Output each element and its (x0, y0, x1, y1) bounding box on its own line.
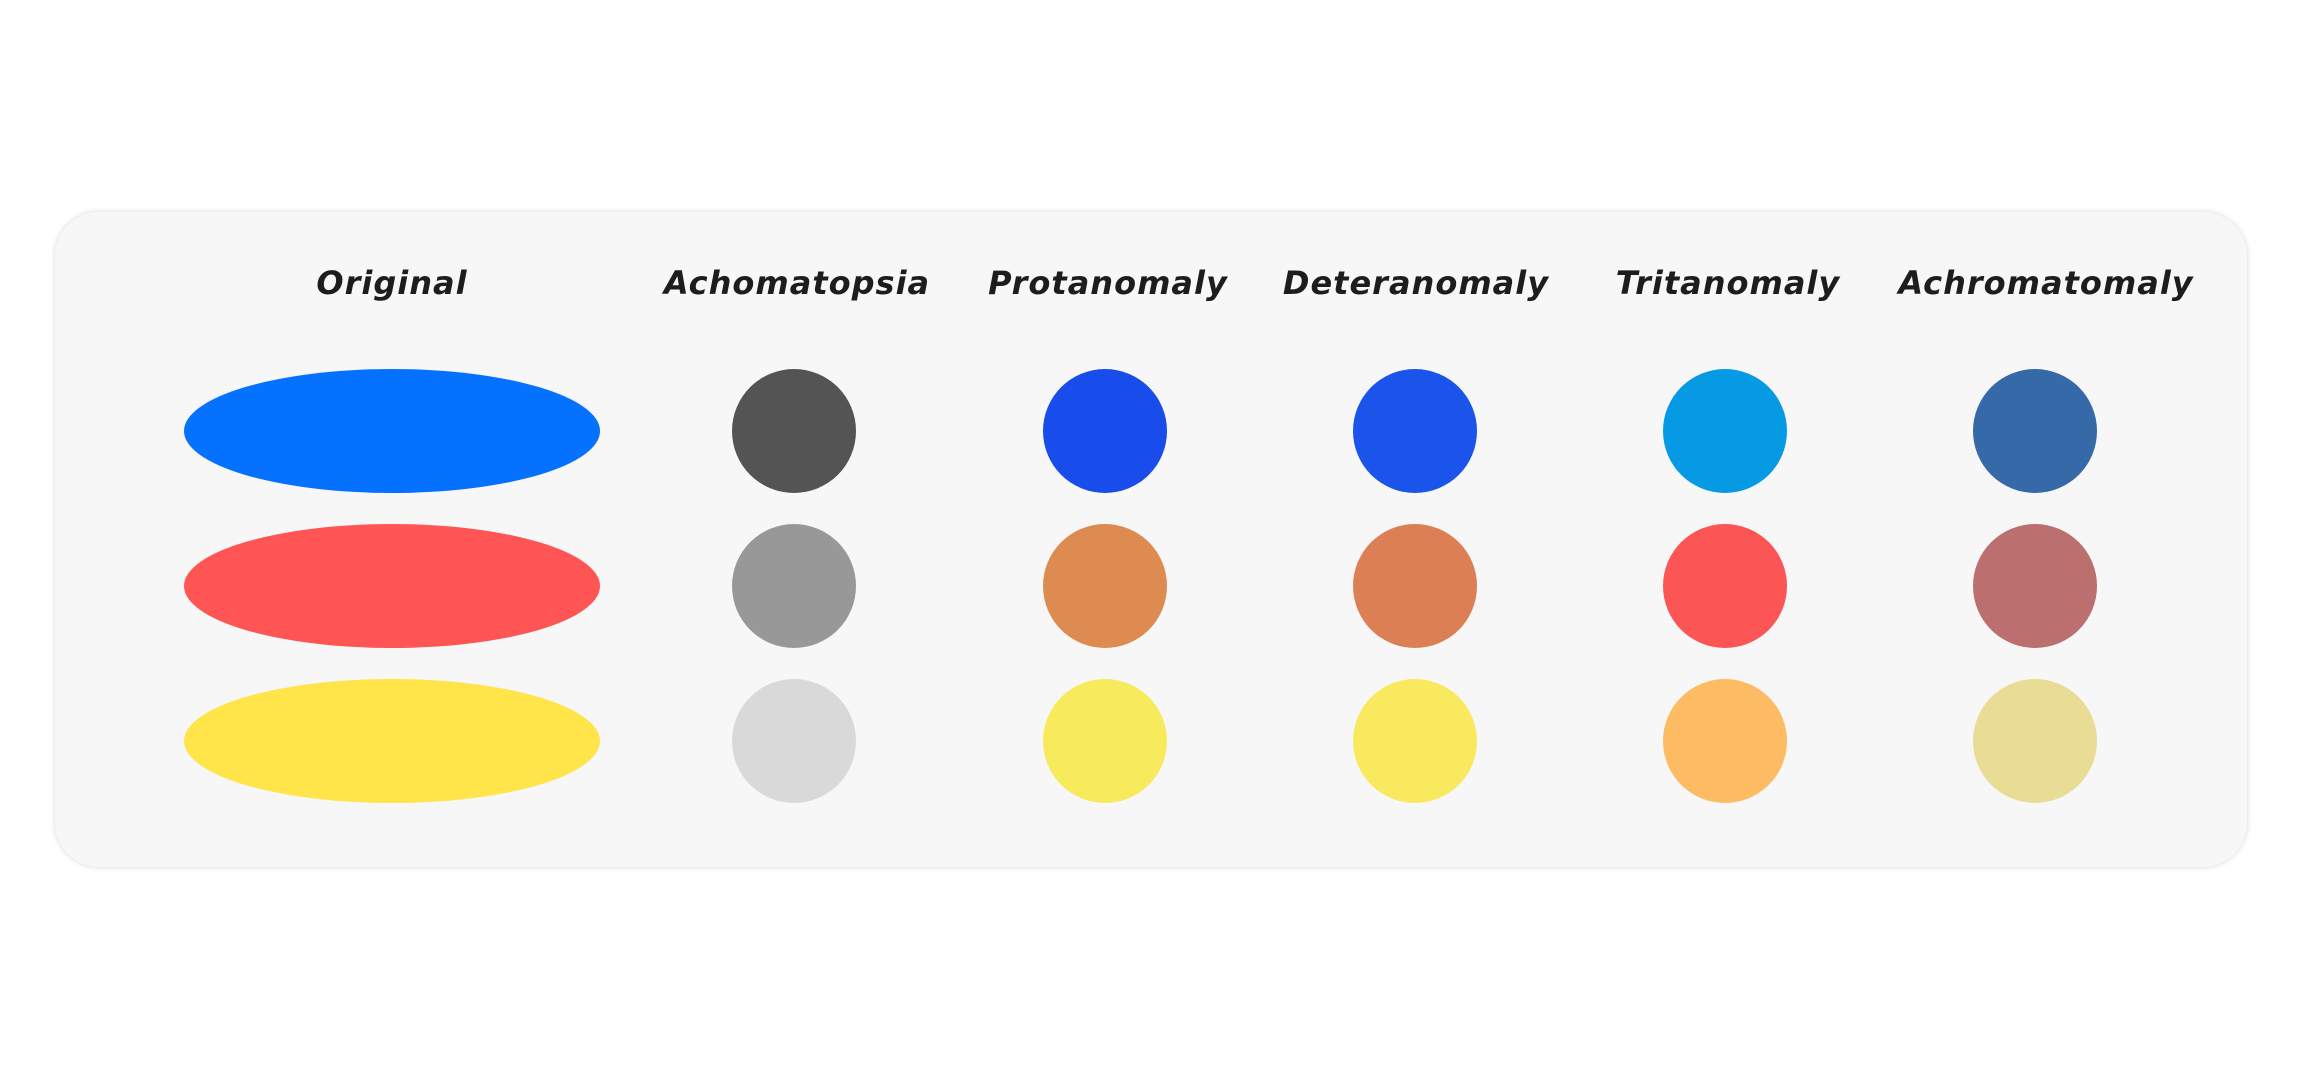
swatch-achromatomaly-yellow (1973, 679, 2097, 803)
swatch-deteranomaly-yellow (1353, 679, 1477, 803)
header-achromatomaly: Achromatomaly (1898, 264, 2194, 302)
swatch-achomatopsia-red (732, 524, 856, 648)
swatch-deteranomaly-red (1353, 524, 1477, 648)
swatch-achromatomaly-red (1973, 524, 2097, 648)
header-achomatopsia: Achomatopsia (663, 264, 931, 302)
color-blindness-panel: Original Achomatopsia Protanomaly Detera… (55, 212, 2247, 867)
swatch-achromatomaly-blue (1973, 369, 2097, 493)
swatch-achomatopsia-yellow (732, 679, 856, 803)
swatch-original-yellow (184, 679, 600, 803)
header-deteranomaly: Deteranomaly (1282, 264, 1550, 302)
swatch-original-red (184, 524, 600, 648)
swatch-tritanomaly-yellow (1663, 679, 1787, 803)
swatch-deteranomaly-blue (1353, 369, 1477, 493)
swatch-protanomaly-blue (1043, 369, 1167, 493)
swatch-tritanomaly-blue (1663, 369, 1787, 493)
swatch-original-blue (184, 369, 600, 493)
swatch-protanomaly-red (1043, 524, 1167, 648)
swatch-protanomaly-yellow (1043, 679, 1167, 803)
swatch-tritanomaly-red (1663, 524, 1787, 648)
header-original: Original (316, 264, 468, 302)
header-protanomaly: Protanomaly (988, 264, 1228, 302)
header-tritanomaly: Tritanomaly (1615, 264, 1841, 302)
swatch-achomatopsia-blue (732, 369, 856, 493)
